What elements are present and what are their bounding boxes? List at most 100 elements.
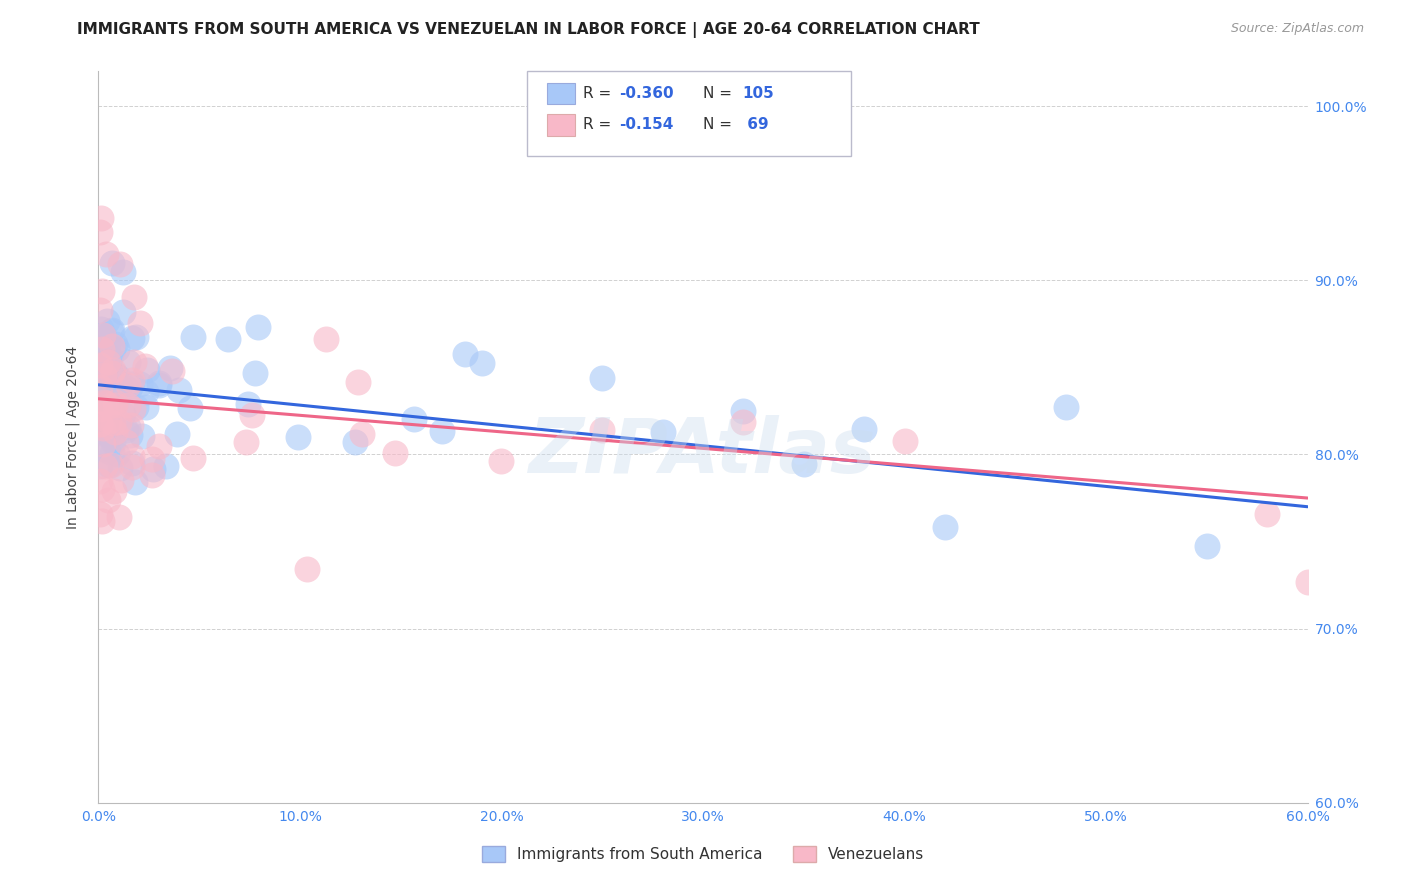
Point: [101, 392, 124, 407]
Point: [181, 330, 204, 344]
Point: [103, 483, 125, 498]
Point: [217, 332, 239, 346]
Point: [89, 417, 111, 431]
Point: [159, 361, 181, 376]
Point: [94, 247, 117, 261]
Point: [112, 305, 135, 319]
Point: [136, 363, 159, 377]
Point: [89, 417, 111, 431]
Point: [853, 422, 876, 436]
Point: [108, 378, 131, 392]
Point: [98, 414, 121, 428]
Point: [135, 384, 157, 399]
Point: [96, 314, 118, 328]
Point: [125, 329, 148, 343]
Point: [97, 355, 120, 369]
Point: [148, 376, 170, 390]
Point: [1296, 574, 1319, 589]
Point: [179, 401, 201, 415]
Legend: Immigrants from South America, Venezuelans: Immigrants from South America, Venezuela…: [475, 840, 931, 868]
Point: [96, 368, 118, 383]
Point: [101, 400, 124, 414]
Point: [350, 426, 373, 441]
Point: [124, 475, 146, 489]
Point: [103, 363, 125, 377]
Point: [90, 322, 112, 336]
Point: [235, 434, 257, 449]
Point: [94, 350, 117, 364]
Point: [91, 482, 114, 496]
Point: [89, 459, 111, 474]
Point: [94, 458, 117, 473]
Point: [125, 400, 148, 414]
Point: [101, 434, 124, 449]
Point: [129, 316, 152, 330]
Point: [115, 435, 138, 450]
Point: [97, 338, 120, 352]
Text: -0.154: -0.154: [619, 118, 673, 132]
Point: [117, 420, 139, 434]
Point: [142, 462, 165, 476]
Point: [94, 344, 117, 359]
Point: [94, 416, 117, 430]
Point: [91, 437, 114, 451]
Point: [93, 413, 115, 427]
Point: [101, 256, 124, 270]
Point: [89, 424, 111, 438]
Point: [110, 473, 132, 487]
Point: [287, 429, 309, 443]
Point: [120, 417, 142, 432]
Point: [94, 406, 117, 420]
Point: [117, 377, 139, 392]
Point: [91, 390, 114, 404]
Point: [97, 443, 120, 458]
Point: [246, 320, 269, 334]
Point: [733, 404, 755, 418]
Point: [100, 324, 122, 338]
Point: [118, 428, 141, 442]
Point: [148, 439, 170, 453]
Point: [118, 383, 141, 397]
Point: [454, 346, 477, 360]
Point: [141, 467, 163, 482]
Point: [98, 424, 121, 438]
Text: IMMIGRANTS FROM SOUTH AMERICA VS VENEZUELAN IN LABOR FORCE | AGE 20-64 CORRELATI: IMMIGRANTS FROM SOUTH AMERICA VS VENEZUE…: [77, 22, 980, 38]
Point: [100, 428, 122, 442]
Point: [344, 435, 367, 450]
Point: [101, 446, 124, 460]
Point: [121, 460, 143, 475]
Point: [141, 451, 163, 466]
Point: [97, 399, 120, 413]
Point: [166, 427, 188, 442]
Point: [98, 362, 121, 376]
Text: 105: 105: [742, 87, 775, 101]
Point: [89, 371, 111, 385]
Point: [181, 450, 204, 465]
Point: [91, 375, 114, 389]
Point: [121, 402, 143, 417]
Point: [89, 379, 111, 393]
Point: [98, 458, 121, 473]
Point: [160, 363, 183, 377]
Point: [108, 257, 131, 271]
Point: [93, 328, 115, 343]
Point: [104, 394, 127, 409]
Point: [131, 429, 153, 443]
Point: [108, 415, 131, 429]
Point: [112, 407, 135, 421]
Point: [135, 400, 157, 414]
Point: [934, 520, 956, 534]
Point: [651, 425, 673, 439]
Point: [97, 492, 120, 507]
Point: [129, 376, 152, 391]
Point: [89, 475, 111, 489]
Point: [89, 402, 111, 417]
Point: [108, 509, 131, 524]
Point: [94, 396, 117, 410]
Point: [384, 446, 406, 460]
Point: [491, 454, 513, 468]
Point: [89, 507, 111, 521]
Point: [96, 358, 118, 372]
Point: [1054, 401, 1077, 415]
Point: [295, 562, 318, 576]
